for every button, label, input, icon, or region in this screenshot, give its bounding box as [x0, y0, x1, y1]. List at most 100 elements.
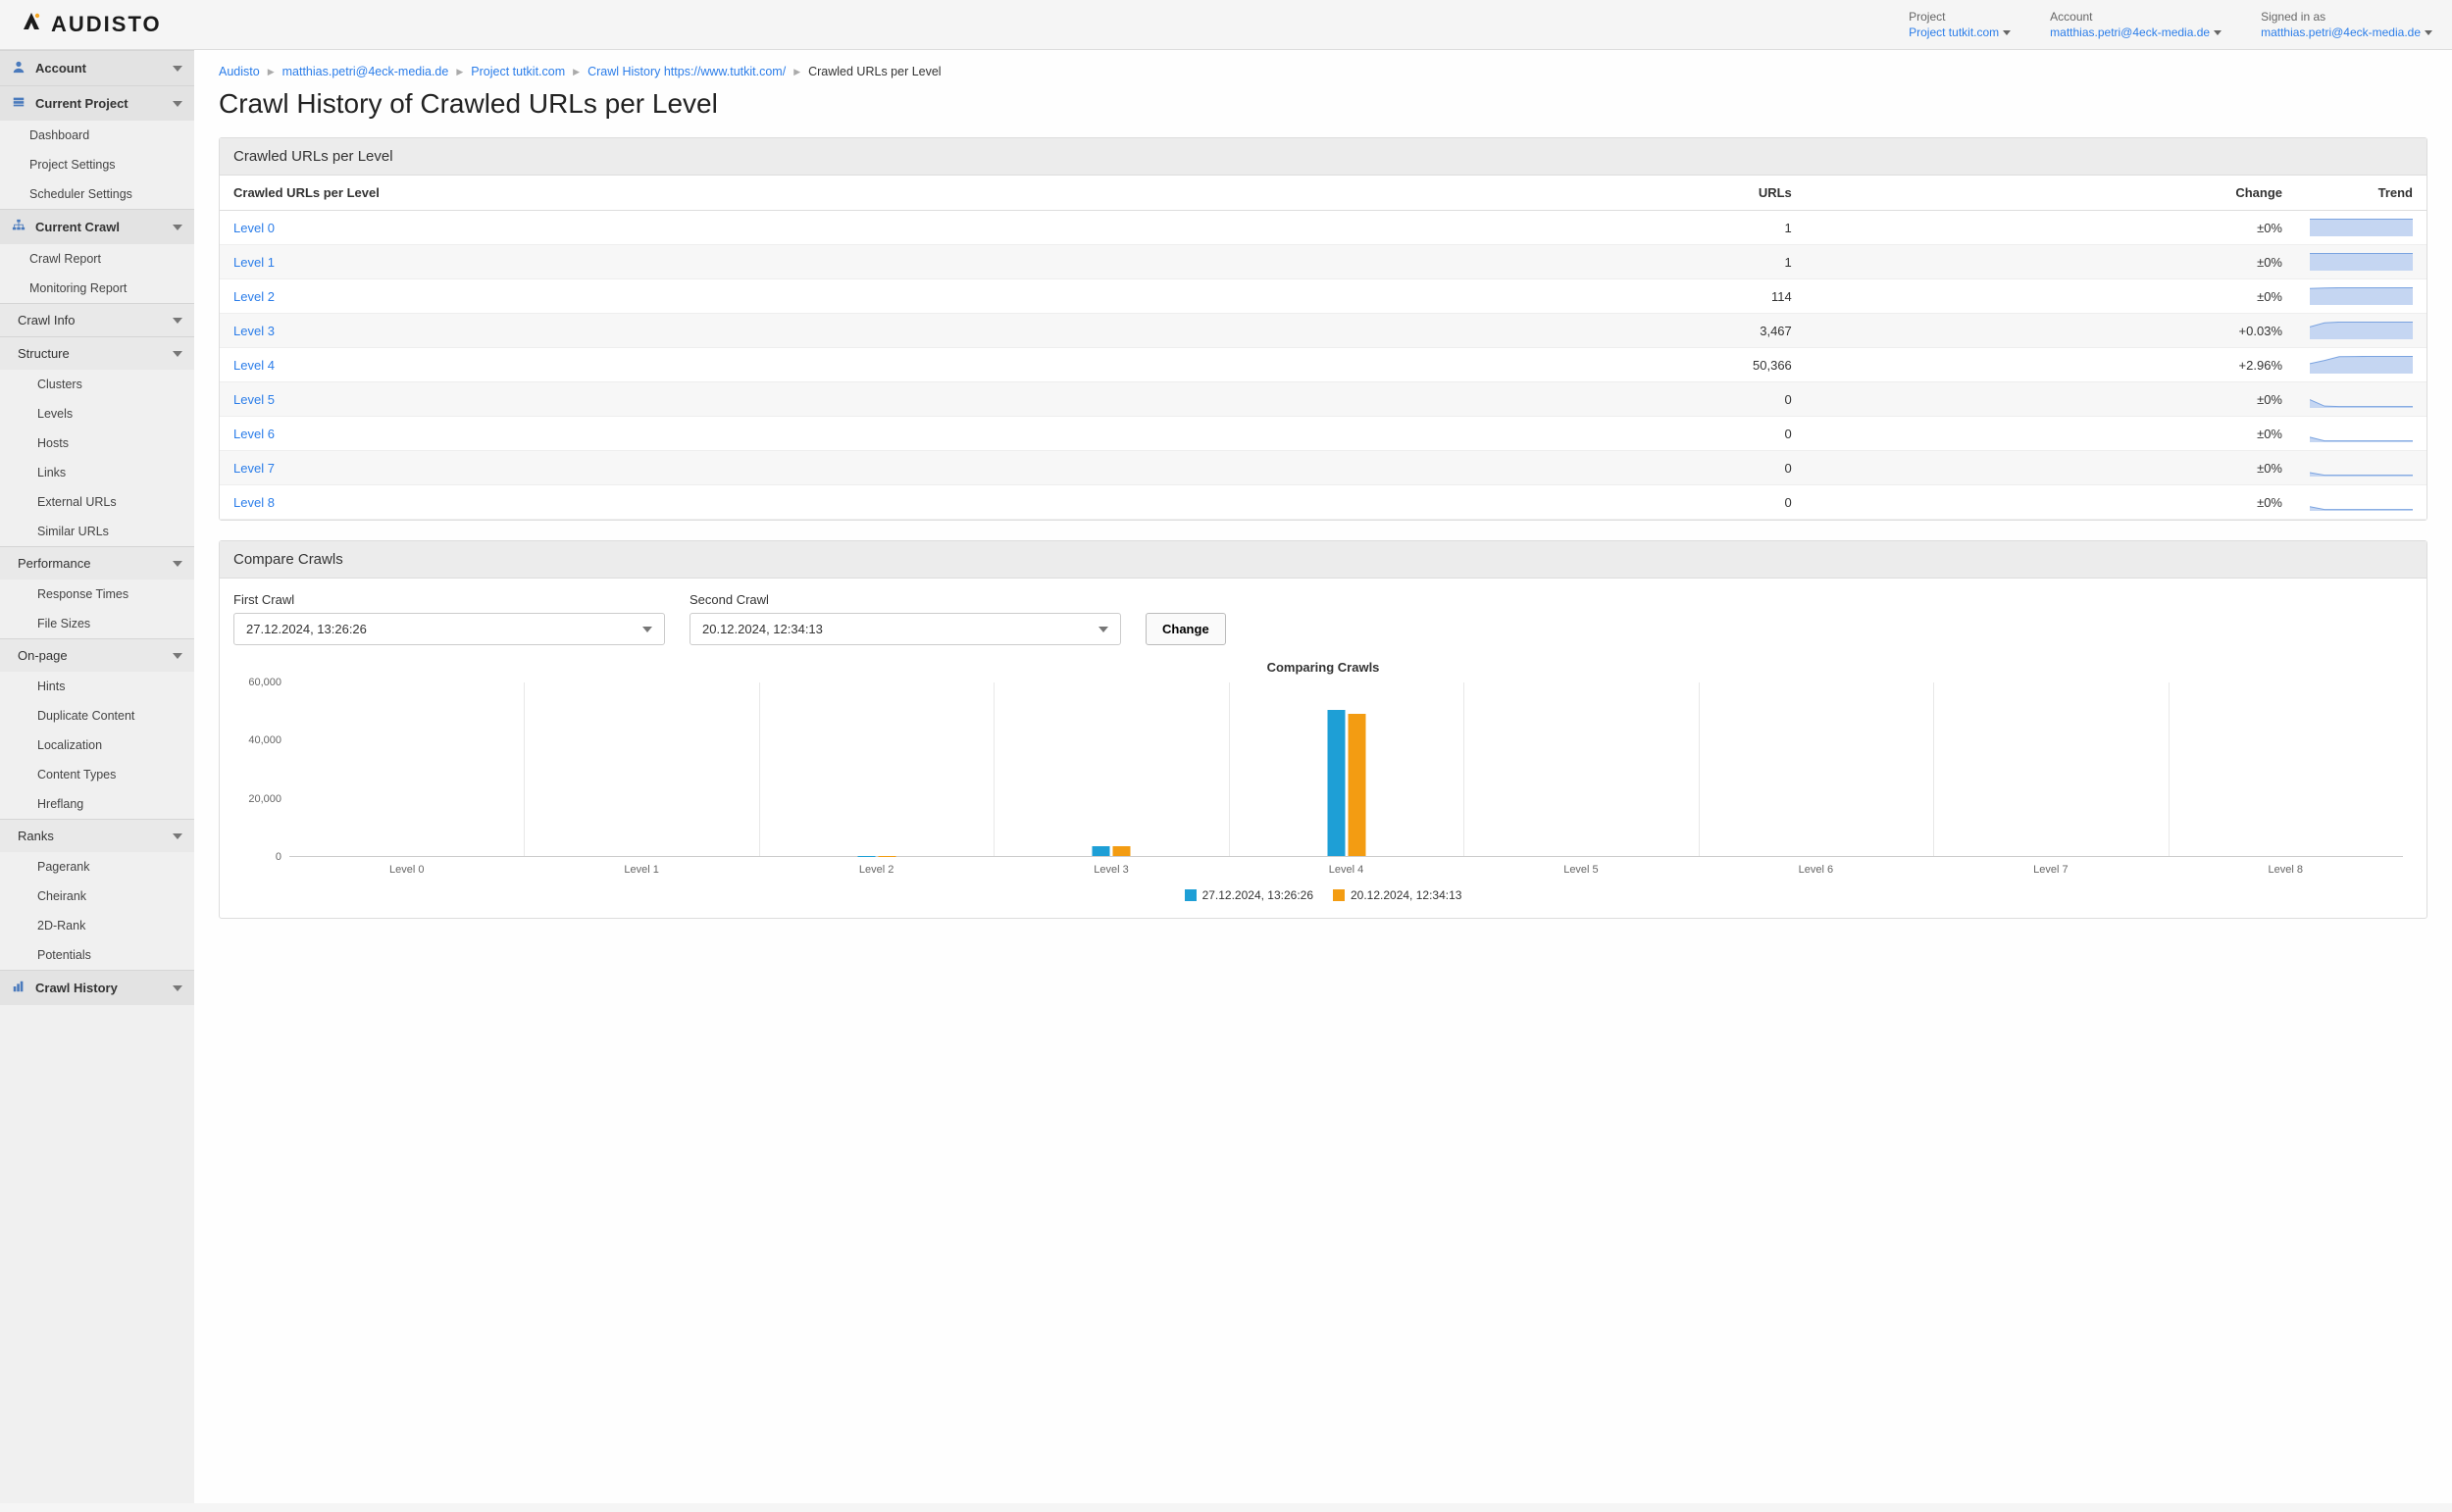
header-col-label: Signed in as: [2261, 10, 2432, 24]
nav-section-title: Current Crawl: [35, 220, 120, 234]
change-button[interactable]: Change: [1146, 613, 1226, 645]
level-link[interactable]: Level 2: [233, 289, 275, 304]
level-link[interactable]: Level 8: [233, 495, 275, 510]
app-header: AUDISTO Project Project tutkit.comAccoun…: [0, 0, 2452, 50]
level-link[interactable]: Level 1: [233, 255, 275, 270]
first-crawl-select[interactable]: 27.12.2024, 13:26:26: [233, 613, 665, 645]
nav-subgroup-header[interactable]: Crawl Info: [0, 303, 194, 336]
chevron-down-icon: [173, 101, 182, 107]
breadcrumb-item[interactable]: Audisto: [219, 65, 260, 78]
table-row: Level 2 114 ±0%: [220, 279, 2426, 314]
header-col-value[interactable]: matthias.petri@4eck-media.de: [2261, 25, 2432, 39]
level-link[interactable]: Level 7: [233, 461, 275, 476]
level-link[interactable]: Level 3: [233, 324, 275, 338]
nav-item[interactable]: Potentials: [0, 940, 194, 970]
breadcrumb-item[interactable]: Project tutkit.com: [471, 65, 565, 78]
level-link[interactable]: Level 4: [233, 358, 275, 373]
urls-cell: 114: [1366, 279, 1806, 314]
table-row: Level 8 0 ±0%: [220, 485, 2426, 520]
chevron-down-icon: [173, 985, 182, 991]
y-tick: 20,000: [248, 793, 281, 805]
bar: [1093, 846, 1110, 856]
grid-line: [1699, 682, 1700, 856]
nav-item[interactable]: External URLs: [0, 487, 194, 517]
legend-swatch: [1185, 889, 1197, 901]
nav-section-title: Current Project: [35, 96, 128, 111]
nav-item[interactable]: Levels: [0, 399, 194, 428]
nav-item[interactable]: Cheirank: [0, 882, 194, 911]
breadcrumb-item: Crawled URLs per Level: [808, 65, 941, 78]
nav-subgroup-header[interactable]: Structure: [0, 336, 194, 370]
second-crawl-value: 20.12.2024, 12:34:13: [702, 622, 823, 636]
y-tick: 40,000: [248, 734, 281, 746]
nav-section-header[interactable]: Crawl History: [0, 970, 194, 1005]
compare-panel-title: Compare Crawls: [220, 541, 2426, 579]
level-link[interactable]: Level 6: [233, 427, 275, 441]
table-row: Level 6 0 ±0%: [220, 417, 2426, 451]
brand-logo[interactable]: AUDISTO: [20, 10, 162, 39]
nav-item[interactable]: Crawl Report: [0, 244, 194, 274]
header-col-value[interactable]: matthias.petri@4eck-media.de: [2050, 25, 2222, 39]
nav-item[interactable]: Scheduler Settings: [0, 179, 194, 209]
level-link[interactable]: Level 0: [233, 221, 275, 235]
levels-table: Crawled URLs per LevelURLsChangeTrend Le…: [220, 176, 2426, 520]
nav-item[interactable]: Dashboard: [0, 121, 194, 150]
first-crawl-value: 27.12.2024, 13:26:26: [246, 622, 367, 636]
table-col-header: Trend: [2296, 176, 2426, 211]
nav-item[interactable]: Project Settings: [0, 150, 194, 179]
y-tick: 0: [276, 851, 281, 863]
nav-section-header[interactable]: Account: [0, 50, 194, 85]
first-crawl-label: First Crawl: [233, 592, 665, 607]
trend-cell: [2296, 348, 2426, 382]
breadcrumb-item[interactable]: Crawl History https://www.tutkit.com/: [587, 65, 786, 78]
nav-item[interactable]: Duplicate Content: [0, 701, 194, 731]
trend-cell: [2296, 417, 2426, 451]
nav-item[interactable]: Hints: [0, 672, 194, 701]
table-row: Level 7 0 ±0%: [220, 451, 2426, 485]
breadcrumb-sep: ▶: [793, 67, 800, 77]
nav-section-header[interactable]: Current Crawl: [0, 209, 194, 244]
nav-subgroup-header[interactable]: Ranks: [0, 819, 194, 852]
nav-item[interactable]: 2D-Rank: [0, 911, 194, 940]
compare-panel: Compare Crawls First Crawl 27.12.2024, 1…: [219, 540, 2427, 919]
x-label: Level 2: [859, 864, 894, 876]
urls-cell: 0: [1366, 451, 1806, 485]
nav-item[interactable]: Clusters: [0, 370, 194, 399]
bar-group: [1093, 846, 1131, 856]
breadcrumb-item[interactable]: matthias.petri@4eck-media.de: [282, 65, 449, 78]
urls-cell: 0: [1366, 417, 1806, 451]
bar: [1348, 714, 1365, 856]
breadcrumb-sep: ▶: [456, 67, 463, 77]
table-header-row: Crawled URLs per LevelURLsChangeTrend: [220, 176, 2426, 211]
nav-subgroup-header[interactable]: Performance: [0, 546, 194, 580]
caret-down-icon: [2425, 30, 2432, 35]
trend-cell: [2296, 245, 2426, 279]
nav-item[interactable]: Links: [0, 458, 194, 487]
legend-label: 27.12.2024, 13:26:26: [1202, 888, 1313, 902]
level-link[interactable]: Level 5: [233, 392, 275, 407]
legend-item: 27.12.2024, 13:26:26: [1185, 888, 1313, 902]
nav-item[interactable]: File Sizes: [0, 609, 194, 638]
nav-item[interactable]: Monitoring Report: [0, 274, 194, 303]
nav-subgroup-title: On-page: [18, 648, 68, 663]
x-label: Level 8: [2269, 864, 2303, 876]
nav-item[interactable]: Response Times: [0, 580, 194, 609]
nav-subgroup-title: Structure: [18, 346, 70, 361]
second-crawl-select[interactable]: 20.12.2024, 12:34:13: [690, 613, 1121, 645]
second-crawl-label: Second Crawl: [690, 592, 1121, 607]
nav-item[interactable]: Hosts: [0, 428, 194, 458]
nav-item[interactable]: Pagerank: [0, 852, 194, 882]
nav-subgroup-header[interactable]: On-page: [0, 638, 194, 672]
compare-controls: First Crawl 27.12.2024, 13:26:26 Second …: [233, 592, 2413, 645]
nav-item[interactable]: Content Types: [0, 760, 194, 789]
nav-item[interactable]: Similar URLs: [0, 517, 194, 546]
urls-cell: 3,467: [1366, 314, 1806, 348]
nav-item[interactable]: Localization: [0, 731, 194, 760]
chevron-down-icon: [173, 225, 182, 230]
legend-swatch: [1333, 889, 1345, 901]
table-row: Level 0 1 ±0%: [220, 211, 2426, 245]
user-icon: [12, 60, 26, 76]
nav-item[interactable]: Hreflang: [0, 789, 194, 819]
header-col-value[interactable]: Project tutkit.com: [1909, 25, 2011, 39]
nav-section-header[interactable]: Current Project: [0, 85, 194, 121]
